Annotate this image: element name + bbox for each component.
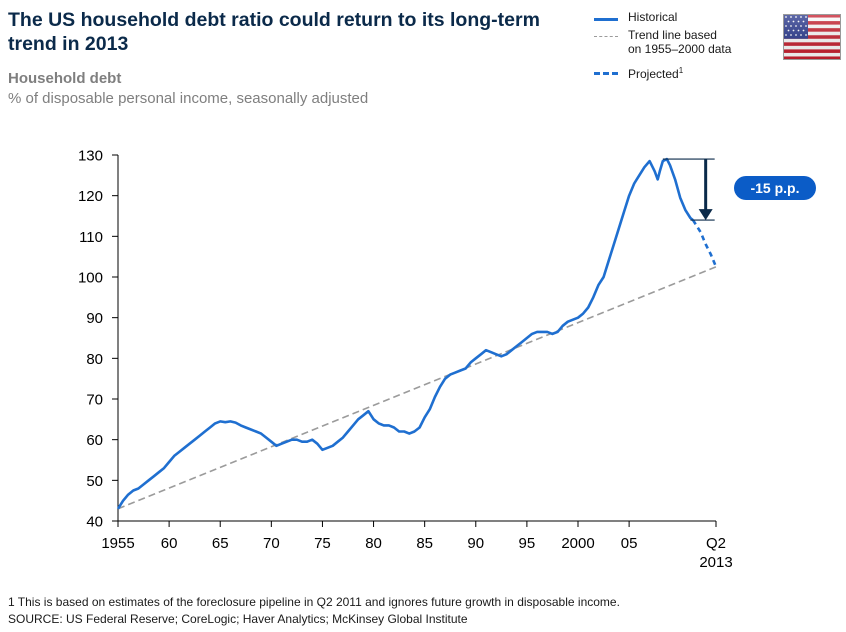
x-tick-label: Q2 [706,535,726,552]
footnote-marker: 1 [678,66,684,75]
legend-item-historical: Historical [592,10,767,28]
x-tick-label: 95 [519,535,536,552]
historical-series-line [116,157,694,510]
legend-label-trend-line2: on 1955–2000 data [628,42,732,56]
legend-item-trend: Trend line based on 1955–2000 data [592,28,767,64]
legend: Historical Trend line based on 1955–2000… [592,10,767,82]
legend-swatch-projected [594,72,618,75]
x-tick-label: 85 [416,535,433,552]
legend-label-trend: Trend line based on 1955–2000 data [628,28,731,56]
x-tick-label: 65 [212,535,229,552]
source-note: SOURCE: US Federal Reserve; CoreLogic; H… [8,612,468,626]
chart-title: The US household debt ratio could return… [8,9,540,55]
legend-swatch-historical [594,18,618,21]
y-tick-label: 60 [86,432,103,449]
y-tick-label: 120 [78,188,103,205]
y-tick-label: 80 [86,351,103,368]
legend-label-historical: Historical [628,10,678,24]
y-tick-label: 40 [86,514,103,531]
legend-label-trend-line1: Trend line based [628,28,717,42]
unit-note: % of disposable personal income, seasona… [8,90,369,107]
x-tick-label: 1955 [101,535,134,552]
x-tick-label: 05 [621,535,638,552]
change-badge-label: -15 p.p. [750,180,799,196]
y-tick-label: 130 [78,148,103,165]
projected-series-line [691,219,718,268]
legend-swatch-trend [594,36,618,37]
y-tick-label: 110 [79,229,103,246]
y-tick-label: 70 [86,392,103,409]
legend-label-projected: Projected1 [628,64,683,81]
legend-label-projected-text: Projected [628,67,679,81]
x-tick-label: 90 [467,535,484,552]
trend-series-line [117,266,717,510]
x-tick-label-year: 2013 [699,554,732,571]
y-tick-label: 90 [86,310,103,327]
change-badge [734,176,816,200]
chart-subtitle: Household debt [8,70,122,87]
x-tick-label: 60 [161,535,178,552]
x-tick-label: 75 [314,535,331,552]
y-tick-label: 100 [78,270,103,287]
x-tick-label: 70 [263,535,280,552]
footnote: 1 This is based on estimates of the fore… [8,595,620,609]
y-tick-label: 50 [86,473,103,490]
x-tick-label: 80 [365,535,382,552]
us-flag-icon [783,14,841,60]
annotation-arrowhead [698,209,713,221]
chart-area: 40 50 60 70 80 90 100 110 120 130 1955 60 65 70 75 80 85… [78,148,816,571]
legend-item-projected: Projected1 [592,64,767,82]
x-tick-label: 2000 [561,535,594,552]
